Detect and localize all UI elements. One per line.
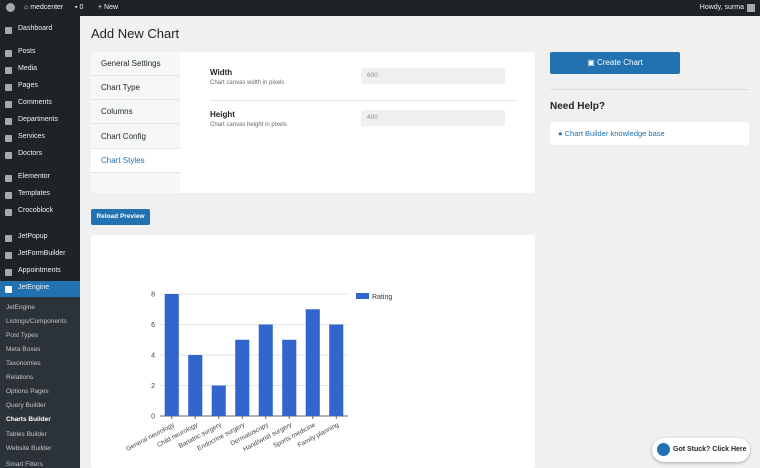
help-link[interactable]: ● Chart Builder knowledge base xyxy=(558,129,665,138)
menu-item[interactable]: Appointments xyxy=(18,267,61,274)
field-input[interactable]: 400 xyxy=(361,110,505,126)
separator xyxy=(550,89,749,90)
new-link[interactable]: + New xyxy=(98,4,119,11)
y-tick-label: 6 xyxy=(151,322,155,329)
submenu-item[interactable]: Tables Builder xyxy=(6,431,47,438)
help-link-text: Chart Builder knowledge base xyxy=(564,129,665,138)
menu-item[interactable]: Comments xyxy=(18,99,52,106)
tab[interactable]: General Settings xyxy=(91,52,180,76)
menu-item[interactable]: Pages xyxy=(18,82,38,89)
field-input[interactable]: 600 xyxy=(361,68,505,84)
menu-item[interactable]: Dashboard xyxy=(18,25,53,32)
stuck-icon xyxy=(657,443,670,456)
stuck-button[interactable]: Got Stuck? Click Here xyxy=(652,438,750,462)
submenu-item[interactable]: Charts Builder xyxy=(6,416,51,423)
comment-count: 0 xyxy=(79,4,84,11)
bar xyxy=(211,385,226,416)
menu-item[interactable]: Services xyxy=(18,133,45,140)
submenu-item[interactable]: Post Types xyxy=(6,332,39,339)
menu-item[interactable]: Media xyxy=(18,65,38,72)
submenu-item[interactable]: Taxonomies xyxy=(6,360,41,367)
menu-item[interactable]: Posts xyxy=(18,48,36,55)
y-tick-label: 4 xyxy=(151,353,155,360)
field-description: Chart canvas height in pixels xyxy=(210,122,287,128)
reload-button[interactable]: Reload Preview xyxy=(91,209,150,225)
avatar xyxy=(747,4,755,12)
tab[interactable]: Chart Config xyxy=(91,125,180,149)
menu-icon xyxy=(5,50,12,57)
menu-item[interactable]: Departments xyxy=(18,116,59,123)
page-title: Add New Chart xyxy=(91,26,180,41)
menu-item[interactable]: Elementor xyxy=(18,173,50,180)
menu-icon xyxy=(5,27,12,34)
submenu-item[interactable]: Smart Filters xyxy=(6,461,43,468)
menu-icon xyxy=(5,252,12,259)
menu-icon xyxy=(5,235,12,242)
menu-icon xyxy=(5,269,12,276)
submenu-item[interactable]: Listings/Components xyxy=(6,318,67,325)
help-box: ● Chart Builder knowledge base xyxy=(550,122,749,145)
y-tick-label: 2 xyxy=(151,383,155,390)
y-tick-label: 8 xyxy=(151,292,155,299)
submenu-item[interactable]: Options Pages xyxy=(6,388,49,395)
y-tick-label: 0 xyxy=(151,414,155,421)
tab[interactable]: Chart Type xyxy=(91,76,180,100)
menu-icon xyxy=(5,286,12,293)
menu-icon xyxy=(5,152,12,159)
bar xyxy=(258,324,273,416)
menu-icon xyxy=(5,101,12,108)
submenu-item[interactable]: JetEngine xyxy=(6,304,35,311)
x-tick-label: Family planning xyxy=(297,421,341,449)
menu-icon xyxy=(5,175,12,182)
menu-icon xyxy=(5,118,12,125)
menu-icon xyxy=(5,84,12,91)
site-link[interactable]: ⌂ medcenter xyxy=(24,4,64,11)
tab[interactable]: Chart Styles xyxy=(91,149,180,173)
bar xyxy=(164,294,179,416)
menu-item[interactable]: Templates xyxy=(18,190,50,197)
legend-swatch xyxy=(356,293,369,299)
submenu-item[interactable]: Website Builder xyxy=(6,445,52,452)
menu-icon xyxy=(5,192,12,199)
submenu-item[interactable]: Query Builder xyxy=(6,402,46,409)
submenu-item[interactable]: Meta Boxes xyxy=(6,346,41,353)
menu-item[interactable]: Doctors xyxy=(18,150,43,157)
menu-icon xyxy=(5,67,12,74)
bar xyxy=(305,309,320,416)
submenu xyxy=(0,297,80,468)
admin-bar: ⌂ medcenter ▪ 0 + New Howdy, surma xyxy=(0,0,760,16)
legend-label: Rating xyxy=(372,294,392,301)
active-menu-bg xyxy=(0,281,80,297)
site-name: medcenter xyxy=(30,4,64,11)
bar xyxy=(282,339,297,416)
separator xyxy=(210,100,516,101)
tab[interactable]: Columns xyxy=(91,100,180,124)
field-description: Chart canvas width in pixels xyxy=(210,80,285,86)
menu-icon xyxy=(5,135,12,142)
menu-icon xyxy=(5,209,12,216)
bar xyxy=(235,339,250,416)
menu-item[interactable]: JetPopup xyxy=(18,233,48,240)
menu-item[interactable]: Crocoblock xyxy=(18,207,54,214)
field-label: Width xyxy=(210,68,233,77)
menu-item[interactable]: JetEngine xyxy=(18,284,50,291)
submenu-item[interactable]: Relations xyxy=(6,374,34,381)
menu-item[interactable]: JetFormBuilder xyxy=(18,250,66,257)
comments-link[interactable]: ▪ 0 xyxy=(75,4,84,11)
bar xyxy=(188,355,203,416)
help-title: Need Help? xyxy=(550,101,606,112)
create-chart-button[interactable]: ▣ Create Chart xyxy=(550,52,680,74)
wp-logo[interactable] xyxy=(6,3,15,12)
field-label: Height xyxy=(210,110,235,119)
stuck-label: Got Stuck? Click Here xyxy=(673,446,747,453)
greeting[interactable]: Howdy, surma xyxy=(699,4,744,11)
bar xyxy=(329,324,344,416)
new-label: New xyxy=(104,4,119,11)
create-label: Create Chart xyxy=(596,58,643,67)
